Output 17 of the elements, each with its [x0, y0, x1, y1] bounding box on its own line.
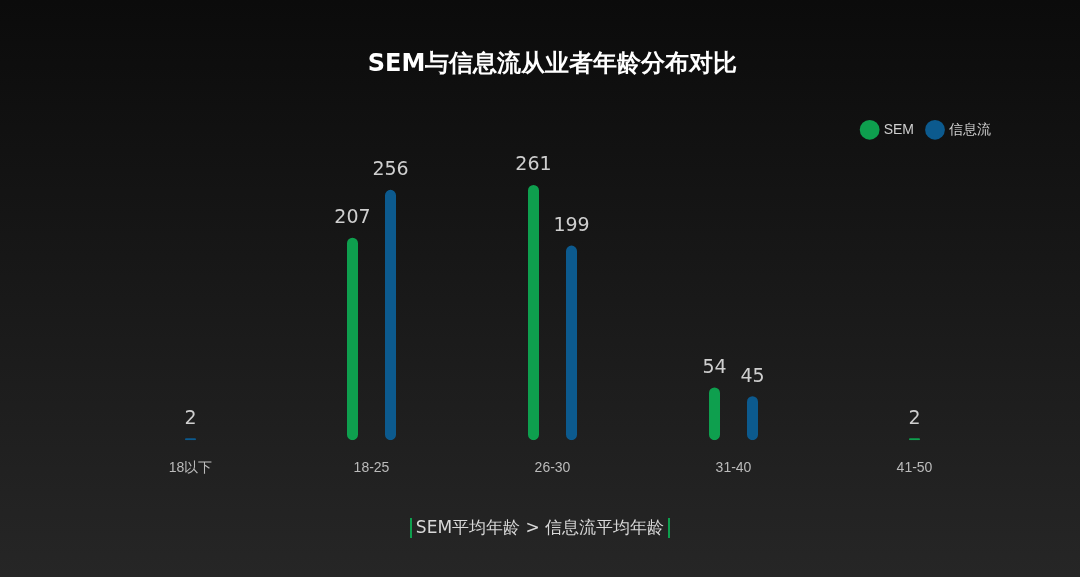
chart-title: SEM与信息流从业者年龄分布对比: [367, 48, 738, 77]
text: SEM平均年龄 > 信息流平均年龄: [415, 517, 665, 537]
data-label: 45: [740, 363, 765, 386]
x-tick-label: 31-40: [715, 459, 752, 476]
data-label: 2: [908, 405, 921, 428]
x-tick-label: 41-50: [896, 459, 933, 476]
x-tick-label: 26-30: [534, 459, 571, 476]
data-label: 207: [334, 205, 371, 228]
data-label: 199: [553, 213, 590, 236]
x-tick-label: 18以下: [168, 459, 213, 476]
legend-label: SEM: [883, 120, 915, 137]
legend-label: 信息流: [949, 120, 991, 137]
data-label: 54: [702, 354, 727, 377]
data-label: 261: [515, 152, 552, 175]
x-tick-label: 18-25: [353, 459, 390, 476]
data-label: 256: [372, 157, 409, 180]
data-label: 2: [184, 405, 197, 428]
